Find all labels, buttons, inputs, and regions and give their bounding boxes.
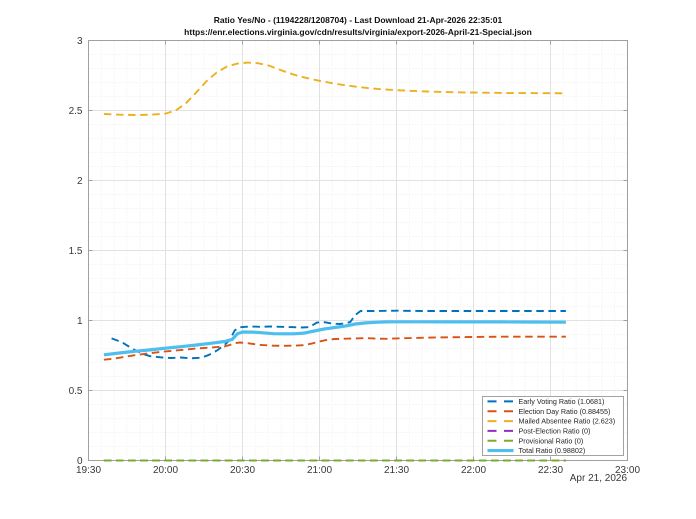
x-tick-label: 20:30 xyxy=(230,465,255,476)
axis-ticks xyxy=(88,40,628,461)
legend-label: Post-Election Ratio (0) xyxy=(519,427,591,436)
x-tick-label: 22:30 xyxy=(538,465,563,476)
x-tick-label: 22:00 xyxy=(461,465,486,476)
legend-label: Total Ratio (0.98802) xyxy=(519,446,586,455)
major-gridlines xyxy=(88,40,628,461)
series-line-mailed-absentee-ratio xyxy=(103,61,566,116)
legend-entry-mailed-absentee-ratio: Mailed Absentee Ratio (2.623) xyxy=(487,417,616,426)
x-tick-label: 19:30 xyxy=(76,465,101,476)
legend: Early Voting Ratio (1.0681)Election Day … xyxy=(482,396,624,456)
legend-label: Provisional Ratio (0) xyxy=(519,436,584,445)
x-tick-label: 23:00 xyxy=(615,465,640,476)
y-tick-label: 2 xyxy=(77,176,83,187)
chart-subtitle: https://enr.elections.virginia.gov/cdn/r… xyxy=(184,27,532,37)
y-tick-label: 1.5 xyxy=(69,246,83,257)
y-tick-label: 1 xyxy=(77,316,83,327)
series-line-total-ratio xyxy=(103,320,566,357)
x-tick-label: 20:00 xyxy=(153,465,178,476)
y-tick-label: 0.5 xyxy=(69,386,83,397)
chart-title-block: Ratio Yes/No - (1194228/1208704) - Last … xyxy=(88,14,628,38)
legend-entry-early-voting-ratio: Early Voting Ratio (1.0681) xyxy=(487,397,605,406)
legend-box xyxy=(482,396,624,456)
series-line-early-voting-ratio xyxy=(111,309,566,360)
legend-entry-election-day-ratio: Election Day Ratio (0.88455) xyxy=(487,407,611,416)
series-line-election-day-ratio xyxy=(103,335,566,361)
legend-label: Early Voting Ratio (1.0681) xyxy=(519,397,605,406)
y-axis-tick-labels: 0 0.5 1 1.5 2 2.5 3 xyxy=(69,36,83,467)
legend-entry-provisional-ratio: Provisional Ratio (0) xyxy=(487,436,584,445)
x-tick-label: 21:30 xyxy=(384,465,409,476)
legend-entry-post-election-ratio: Post-Election Ratio (0) xyxy=(487,427,591,436)
y-tick-label: 3 xyxy=(77,36,83,47)
x-axis-tick-labels: 19:30 20:00 20:30 21:00 21:30 22:00 22:30 23:00 xyxy=(76,465,640,476)
chart-title: Ratio Yes/No - (1194228/1208704) - Last … xyxy=(213,15,503,25)
legend-entry-total-ratio: Total Ratio (0.98802) xyxy=(487,446,586,455)
legend-label: Election Day Ratio (0.88455) xyxy=(519,407,611,416)
y-tick-label: 0 xyxy=(77,456,83,467)
legend-label: Mailed Absentee Ratio (2.623) xyxy=(519,417,616,426)
y-tick-label: 2.5 xyxy=(69,106,83,117)
x-tick-label: 21:00 xyxy=(307,465,332,476)
x-axis-date-label: Apr 21, 2026 xyxy=(569,473,627,484)
